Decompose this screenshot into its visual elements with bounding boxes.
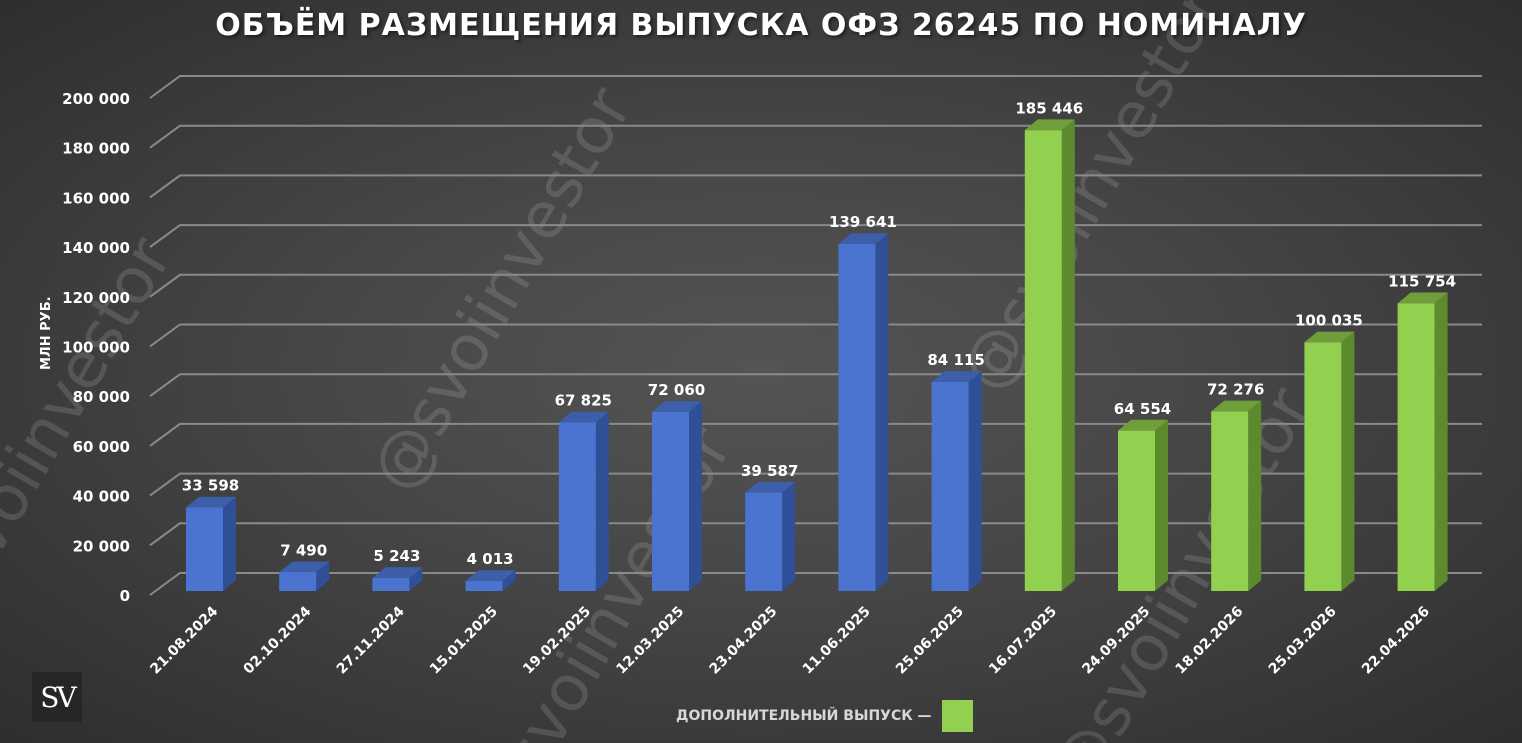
- y-tick-label: 80 000: [73, 388, 130, 406]
- gridline: [149, 224, 1482, 248]
- y-tick-label: 140 000: [62, 239, 130, 257]
- x-tick-label: 25.06.2025: [893, 604, 967, 678]
- data-label: 100 035: [1295, 312, 1363, 330]
- gridline: [149, 273, 1482, 298]
- bar: [372, 567, 423, 591]
- legend: ДОПОЛНИТЕЛЬНЫЙ ВЫПУСК —: [676, 700, 973, 732]
- data-label: 7 490: [280, 542, 327, 560]
- bar: [1397, 292, 1448, 591]
- y-tick-label: 100 000: [62, 339, 130, 357]
- bar: [1118, 419, 1168, 591]
- x-tick-label: 23.04.2025: [707, 604, 781, 678]
- data-label: 64 554: [1114, 400, 1171, 418]
- y-tick-label: 60 000: [73, 438, 130, 456]
- watermark-text: @svoiinvestor: [947, 0, 1237, 404]
- y-tick-label: 200 000: [62, 90, 130, 108]
- data-label: 67 825: [555, 392, 612, 410]
- legend-label: ДОПОЛНИТЕЛЬНЫЙ ВЫПУСК —: [676, 708, 932, 724]
- y-tick-label: 20 000: [73, 537, 130, 555]
- x-tick-label: 11.06.2025: [800, 604, 874, 678]
- bar: [279, 561, 330, 591]
- gridline: [149, 174, 1482, 199]
- y-axis-title: МЛН РУБ.: [39, 296, 54, 370]
- y-tick-label: 40 000: [73, 488, 130, 506]
- data-label: 72 276: [1207, 381, 1264, 399]
- x-tick-label: 22.04.2026: [1359, 604, 1433, 678]
- bar: [558, 411, 609, 591]
- sv-logo: SV: [32, 672, 82, 722]
- chart-title: ОБЪЁМ РАЗМЕЩЕНИЯ ВЫПУСКА ОФЗ 26245 ПО НО…: [215, 8, 1307, 43]
- x-tick-label: 16.07.2025: [986, 604, 1060, 678]
- gridline: [149, 572, 1482, 596]
- x-tick-label: 25.03.2026: [1266, 604, 1340, 678]
- gridline: [149, 124, 1482, 149]
- data-label: 139 641: [829, 213, 897, 231]
- bar: [931, 371, 982, 591]
- bars: 33 598 7 490 5 243 4 013 67 825 72 060 39 587 1…: [182, 99, 1456, 591]
- y-tick-label: 0: [120, 587, 130, 605]
- data-label: 115 754: [1388, 273, 1456, 291]
- y-tick-label: 180 000: [62, 140, 130, 158]
- x-tick-label: 21.08.2024: [147, 603, 221, 677]
- x-tick-label: 15.01.2025: [427, 604, 501, 678]
- data-label: 33 598: [182, 477, 239, 495]
- x-tick-label: 27.11.2024: [334, 603, 408, 677]
- bar: [186, 496, 236, 591]
- data-label: 84 115: [927, 351, 984, 369]
- y-tick-label: 160 000: [62, 189, 130, 207]
- data-label: 4 013: [467, 550, 514, 568]
- x-axis: 21.08.2024 02.10.2024 27.11.2024 15.01.2025…: [147, 603, 1433, 677]
- bar: [1024, 119, 1075, 591]
- gridline: [149, 323, 1482, 348]
- watermark-text: @svoiinvestor: [1037, 375, 1327, 743]
- bar: [465, 570, 516, 591]
- legend-swatch-additional: [941, 700, 973, 732]
- gridline: [149, 75, 1482, 99]
- y-axis: 0 20 000 40 000 60 000 80 000 100 000 120 000 1…: [62, 90, 130, 605]
- gridline: [149, 522, 1482, 547]
- gridlines: [149, 75, 1482, 596]
- bar: [1304, 331, 1355, 591]
- bar: [745, 481, 796, 591]
- data-label: 5 243: [373, 547, 420, 565]
- y-tick-label: 120 000: [62, 289, 130, 307]
- data-label: 185 446: [1015, 99, 1083, 117]
- bar: [838, 233, 889, 591]
- data-label: 72 060: [648, 381, 705, 399]
- bar: [1211, 400, 1262, 591]
- x-tick-label: 02.10.2024: [241, 603, 315, 677]
- bar: [652, 401, 702, 591]
- data-label: 39 587: [741, 462, 798, 480]
